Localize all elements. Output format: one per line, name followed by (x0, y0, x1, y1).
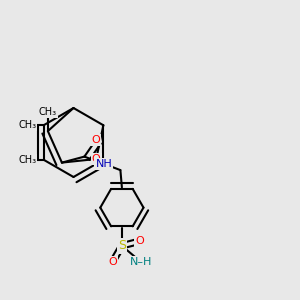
Text: S: S (118, 239, 126, 252)
Text: O: O (108, 257, 117, 267)
Text: O: O (135, 236, 144, 246)
Text: CH₃: CH₃ (18, 155, 36, 165)
Text: O: O (92, 154, 100, 164)
Text: CH₃: CH₃ (39, 106, 57, 117)
Text: O: O (92, 135, 100, 145)
Text: N–H: N–H (130, 257, 153, 267)
Text: NH: NH (95, 159, 112, 169)
Text: CH₃: CH₃ (18, 120, 36, 130)
